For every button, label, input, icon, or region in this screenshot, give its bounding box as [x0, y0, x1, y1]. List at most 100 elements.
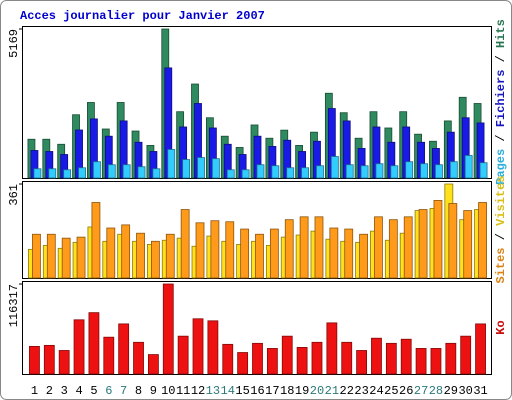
x-tick-label: 12	[191, 384, 205, 398]
x-tick-label: 23	[354, 384, 368, 398]
x-tick-label: 25	[384, 384, 398, 398]
x-tick-label: 10	[161, 384, 175, 398]
bar	[311, 341, 323, 375]
bar	[151, 240, 160, 279]
bar	[460, 335, 472, 375]
bar	[225, 221, 235, 279]
bar	[271, 165, 280, 179]
bar	[418, 209, 428, 279]
x-tick-label: 2	[46, 384, 53, 398]
x-tick-label: 6	[105, 384, 112, 398]
x-tick-label: 19	[295, 384, 309, 398]
bar	[88, 312, 100, 375]
bar	[136, 232, 145, 279]
legend-entry: Visites	[494, 175, 508, 225]
bar	[359, 233, 368, 279]
bar	[345, 164, 354, 179]
bar	[329, 227, 339, 279]
bar	[415, 348, 427, 375]
bar	[167, 149, 176, 179]
bar	[78, 167, 86, 179]
bar	[240, 228, 250, 279]
bar	[207, 320, 219, 375]
bar	[269, 228, 279, 279]
bar	[118, 323, 130, 375]
bar	[61, 237, 71, 279]
legend: Pages / Fichiers / Hits	[494, 19, 508, 185]
x-tick-label: 27	[414, 384, 428, 398]
bar	[356, 350, 367, 375]
bar	[390, 165, 399, 179]
bar	[106, 227, 116, 279]
bar	[256, 164, 265, 179]
x-tick-label: 22	[340, 384, 354, 398]
bar	[76, 236, 86, 279]
x-tick-label: 28	[429, 384, 443, 398]
x-tick-label: 9	[150, 384, 157, 398]
x-tick-label: 26	[399, 384, 413, 398]
legend-entry: Ko	[494, 320, 508, 334]
x-tick-label: 31	[473, 384, 487, 398]
bar	[46, 233, 56, 279]
bar	[91, 202, 101, 279]
bar	[341, 341, 353, 375]
bar	[330, 156, 339, 179]
bar	[237, 352, 249, 375]
bar	[148, 354, 159, 375]
bar	[137, 166, 146, 179]
legend-entry: Sites	[494, 248, 508, 284]
x-tick-label: 17	[265, 384, 279, 398]
bar	[374, 216, 383, 279]
bar	[433, 200, 443, 279]
legend-entry: Hits	[494, 19, 508, 48]
legend: Sites / Visites	[494, 175, 508, 283]
bar	[211, 158, 220, 179]
bar	[177, 335, 189, 375]
bar	[192, 318, 204, 375]
bar	[400, 338, 412, 375]
x-tick-label: 11	[176, 384, 190, 398]
bar	[122, 164, 131, 179]
bar	[435, 164, 443, 179]
bar	[463, 210, 473, 279]
bar	[32, 233, 41, 279]
bar	[33, 168, 42, 179]
x-tick-label: 18	[280, 384, 294, 398]
panel-frame	[22, 181, 492, 279]
bar	[316, 165, 324, 179]
bar	[296, 347, 308, 375]
x-tick-label: 24	[369, 384, 383, 398]
x-tick-label: 29	[444, 384, 458, 398]
bar	[284, 219, 294, 279]
bar	[197, 157, 205, 179]
bar	[403, 216, 413, 279]
chart-title: Acces journalier pour Janvier 2007	[20, 9, 265, 23]
bar	[29, 345, 40, 375]
legend: Ko	[494, 320, 508, 334]
x-tick-label: 5	[90, 384, 97, 398]
x-tick-label: 20	[310, 384, 324, 398]
legend-separator: /	[494, 48, 508, 70]
legend-entry: Fichiers	[494, 70, 508, 128]
bar	[375, 163, 384, 179]
bar	[420, 163, 428, 179]
bar	[314, 216, 324, 279]
x-tick-label: 1	[31, 384, 38, 398]
legend-separator: /	[494, 127, 508, 149]
bar	[479, 162, 488, 179]
bar	[162, 283, 174, 375]
x-tick-label: 7	[120, 384, 127, 398]
panel-frame	[22, 281, 492, 375]
legend-entry: Pages	[494, 149, 508, 185]
x-tick-label: 4	[75, 384, 82, 398]
bar	[448, 203, 458, 279]
x-tick-label: 8	[135, 384, 142, 398]
bar	[445, 342, 457, 375]
bar	[360, 165, 369, 179]
y-tick-label: 5169	[7, 29, 21, 58]
x-tick-label: 14	[221, 384, 235, 398]
bar	[475, 323, 486, 375]
x-tick-label: 13	[206, 384, 220, 398]
bar	[222, 343, 234, 375]
bar	[93, 161, 101, 179]
